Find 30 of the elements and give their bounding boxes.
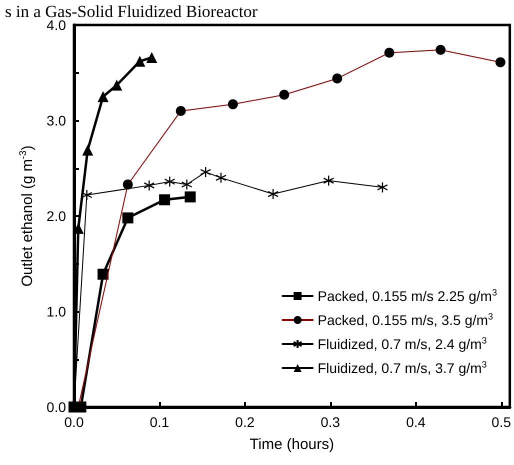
point xyxy=(184,191,196,202)
x-tick-label: 0.1 xyxy=(150,414,170,430)
x-tick-label: 0.5 xyxy=(492,414,512,430)
y-tick-label: 2.0 xyxy=(46,208,66,224)
point xyxy=(200,166,212,178)
point xyxy=(72,222,84,234)
point xyxy=(82,144,94,156)
point xyxy=(122,212,134,224)
y-tick-label: 3.0 xyxy=(46,112,66,128)
point xyxy=(134,56,146,67)
point xyxy=(111,80,122,91)
point xyxy=(376,182,388,193)
point xyxy=(323,175,334,186)
x-tick-label: 0.3 xyxy=(320,414,340,430)
y-axis-title: Outlet ethanol (g m-3) xyxy=(18,145,36,287)
point xyxy=(181,178,192,190)
x-tick-label: 0.2 xyxy=(235,414,255,430)
x-axis-title: Time (hours) xyxy=(250,436,334,453)
point xyxy=(268,188,279,200)
y-tick-label: 1.0 xyxy=(46,304,66,320)
x-tick-label: 0.4 xyxy=(406,414,426,430)
y-tick-label: 0.0 xyxy=(46,399,66,415)
point xyxy=(164,176,176,188)
point xyxy=(144,180,155,192)
x-tick-label: 0.0 xyxy=(64,414,84,430)
point xyxy=(215,172,227,184)
point xyxy=(146,52,158,63)
point xyxy=(159,194,170,206)
point xyxy=(98,91,109,102)
point xyxy=(98,268,109,280)
